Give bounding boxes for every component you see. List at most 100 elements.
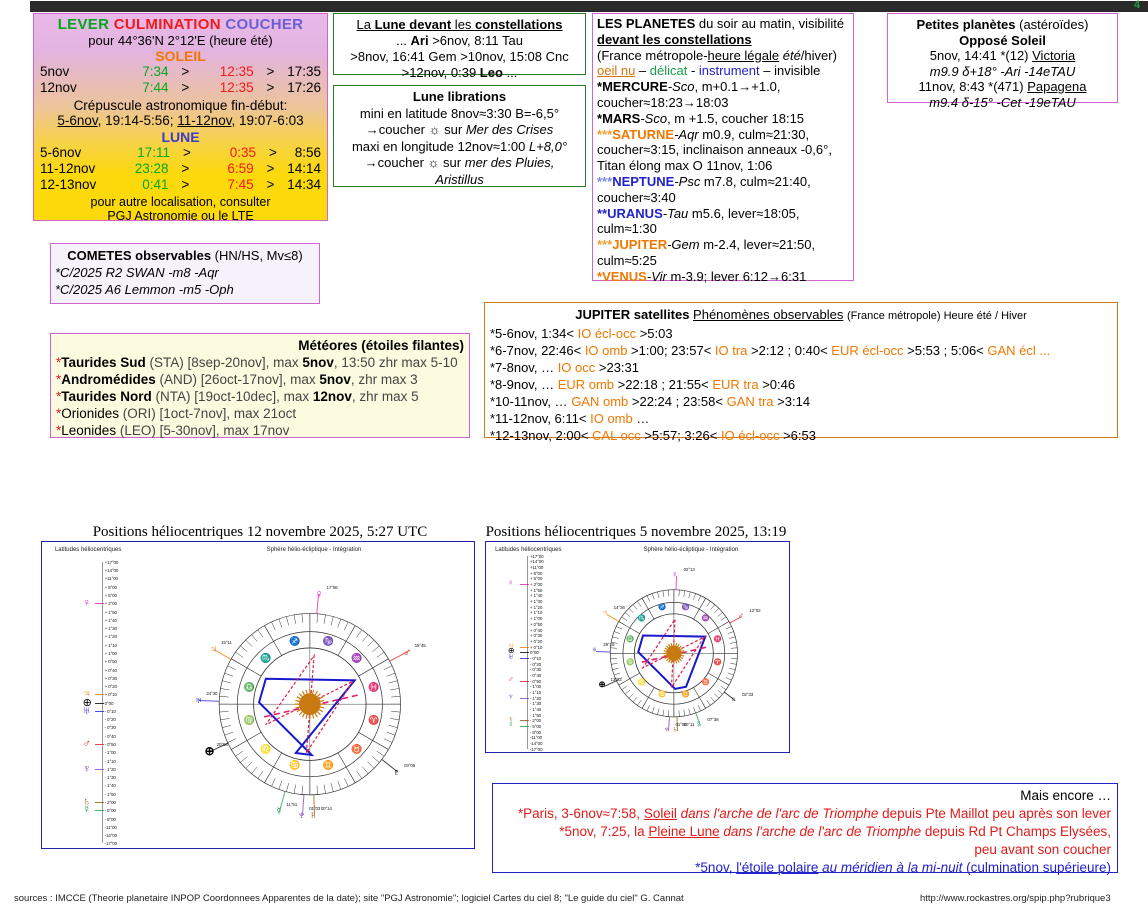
zodiac-sign-10: ♏ — [637, 615, 646, 623]
site-url-link[interactable]: http://www.rockastres.org/spip.php?rubri… — [920, 893, 1111, 904]
chart-left-panel-label: Latitudes héliocentriques — [495, 547, 562, 553]
latitude-tick-label: - 5°00 — [529, 724, 542, 730]
latitude-tick-label: + 1°10 — [529, 610, 543, 616]
latitude-tick-label: +17°00 — [529, 553, 544, 559]
planet-visibility-stars: *** — [597, 126, 613, 142]
row-lever: 17:11 — [137, 145, 170, 160]
wheel-marker-pluton: ♇ — [392, 766, 401, 778]
latitude-tick-label: + 1°20 — [104, 634, 117, 640]
meteor-window: (AND) [26oct-17nov], max — [155, 372, 320, 387]
jupiter-event-run: >1:00; 23:57< — [627, 343, 715, 358]
browser-toolbar-strip: 4 — [30, 0, 1148, 12]
additional-event-line: *Paris, 3-6nov≈7:58, Soleil dans l'arche… — [499, 805, 1111, 823]
additional-event-run: *5nov, 7:25, la — [559, 824, 649, 839]
latitude-tick-label: + 1°50 — [529, 587, 543, 593]
line3-a: >12nov, 0:39 — [401, 65, 480, 80]
row-sep2: > — [266, 64, 275, 79]
sun-marker — [298, 693, 321, 716]
meteor-window: (LEO) [5-30nov], max 17nov — [116, 423, 290, 438]
additional-event-run: dans l'arche de l'arc de Triomphe — [719, 824, 922, 839]
header-culmination-label: CULMINATION — [113, 16, 221, 33]
legend-item: instrument — [698, 63, 760, 79]
minor-planet-name: Victoria — [1032, 48, 1076, 63]
meteor-window: (NTA) [19oct-10dec], max — [151, 389, 313, 404]
soleil-section-label: SOLEIL — [155, 48, 206, 64]
zodiac-sign-8: ♍ — [243, 714, 255, 725]
row-culmination: 6:59 — [227, 161, 254, 176]
line1-a: ... — [396, 33, 411, 48]
latitude-tick-label: - 8°00 — [529, 729, 542, 735]
zodiac-sign-1: ♒ — [351, 652, 363, 663]
latitude-tick-label: -11°00 — [529, 735, 542, 741]
zodiac-sign-2: ♓ — [713, 635, 722, 643]
librations-line3: maxi en longitude 12nov≈1:00 L+8,0° — [338, 139, 581, 156]
librations-line4-a: →coucher ☼ sur — [364, 155, 465, 170]
planet-details-cont2: Titan élong max O 11nov, 1:06 — [597, 158, 773, 174]
jupiter-event-run: IO omb — [590, 411, 633, 426]
zodiac-sign-2: ♓ — [368, 681, 380, 692]
latitude-tick-label: +11°00 — [104, 576, 118, 582]
jupiter-event-run: *12-13nov, 2:00< — [490, 428, 593, 443]
latitude-tick-label: - 2°00 — [529, 718, 542, 724]
latitude-tick-label: + 1°40 — [104, 617, 117, 623]
row-culmination: 12:35 — [219, 64, 254, 79]
latitude-tick-label: - 8°00 — [104, 816, 116, 822]
jupiter-event-run: *7-8nov, … — [490, 360, 558, 375]
latitude-tick-label: - 0°30 — [529, 667, 542, 673]
zodiac-sign-7: ♌ — [260, 743, 272, 754]
latitude-tick-label: + 5°00 — [104, 593, 117, 598]
meteor-name: Orionides — [61, 406, 120, 421]
row-date: 11-12nov — [40, 161, 96, 176]
latitude-tick-label: - 5°00 — [104, 808, 116, 814]
tz-a: (France métropole- — [597, 47, 708, 63]
comets-panel: COMETES observables (HN/HS, Mv≤8) *C/202… — [50, 243, 320, 304]
planets-entries: *MERCURE-Sco, m+0.1→+1.0, coucher≈18:23→1… — [597, 79, 849, 284]
latitude-tick-label: + 1°30 — [529, 599, 543, 605]
title-part-c: les — [451, 17, 476, 32]
jupiter-event-run: IO écl-occ — [577, 326, 637, 341]
jupiter-event-run: IO occ — [557, 360, 596, 375]
latitude-marker-venus: ♀ — [82, 597, 91, 610]
latitude-leader-line — [519, 697, 529, 699]
planet-constellation: -Sco — [640, 110, 668, 126]
jupiter-event-run: >22:18 ; 21:55< — [614, 377, 713, 392]
planets-title-bold: LES PLANETES — [597, 16, 696, 31]
jupiter-satellites-events: *5-6nov, 1:34< IO écl-occ >5:03 *6-7nov, … — [490, 325, 1112, 444]
latitude-leader-line — [519, 720, 529, 722]
row-coucher: 8:56 — [294, 145, 321, 160]
comets-title-rest: (HN/HS, Mv≤8) — [211, 248, 303, 263]
minor-planet-row: 5nov, 14:41 *(12) Victoria — [892, 48, 1113, 64]
sun-moon-header: LEVER CULMINATION COUCHER — [34, 16, 327, 33]
planet-details: m-3.9; lever 6:12→6:31 — [666, 268, 807, 284]
planet-details-cont: coucher≈18:23→18:03 — [597, 94, 729, 110]
latitude-tick-label: - 0°50 — [104, 742, 116, 748]
latitude-tick-label: 0°00 — [529, 650, 539, 656]
latitude-tick-label: +17°00 — [104, 559, 119, 565]
jupiter-event-run: >6:53 — [779, 428, 816, 443]
wheel-marker-saturne: ♄ — [671, 723, 679, 734]
jupiter-event-run: EUR tra — [712, 377, 759, 392]
meteor-zhr: , zhr max 3 — [350, 372, 418, 387]
row-date: 5-6nov — [40, 145, 82, 160]
other-location-note-line1: pour autre localisation, consulter — [90, 195, 271, 209]
row-date: 12-13nov — [40, 177, 97, 192]
meteors-title: Météores (étoiles filantes) — [298, 338, 464, 353]
additional-event-line: peu avant son coucher — [499, 841, 1111, 859]
line1-b: Ari — [410, 33, 429, 48]
latitude-leader-line — [94, 603, 104, 605]
row-lever: 23:28 — [134, 161, 169, 176]
crepuscule-date-b: 11-12nov — [177, 113, 232, 128]
latitude-tick-label: - 0°20 — [529, 661, 542, 667]
soleil-rows: 5nov 7:34 >12:35 >17:35 12nov 7:44 >12:35 >17:2… — [34, 64, 327, 96]
moon-constellations-line3: >12nov, 0:39 Leo ... — [338, 65, 581, 81]
planet-visibility-stars: *** — [597, 237, 613, 253]
zodiac-sign-0: ♑ — [322, 635, 334, 646]
latitude-marker-mercure: ☿ — [507, 720, 514, 730]
planet-name: URANUS — [607, 205, 663, 221]
latitude-leader-line — [94, 710, 104, 712]
meteor-item: *Orionides (ORI) [1oct-7nov], max 21oct — [56, 405, 464, 422]
jupiter-event-run: >0:46 — [758, 377, 796, 392]
chart-right-panel-label: Sphère hélio-écliptique - Intégration — [266, 547, 362, 553]
latitude-tick-label: + 1°20 — [529, 604, 543, 610]
wheel-longitude-saturne: 00°11 — [683, 721, 695, 727]
